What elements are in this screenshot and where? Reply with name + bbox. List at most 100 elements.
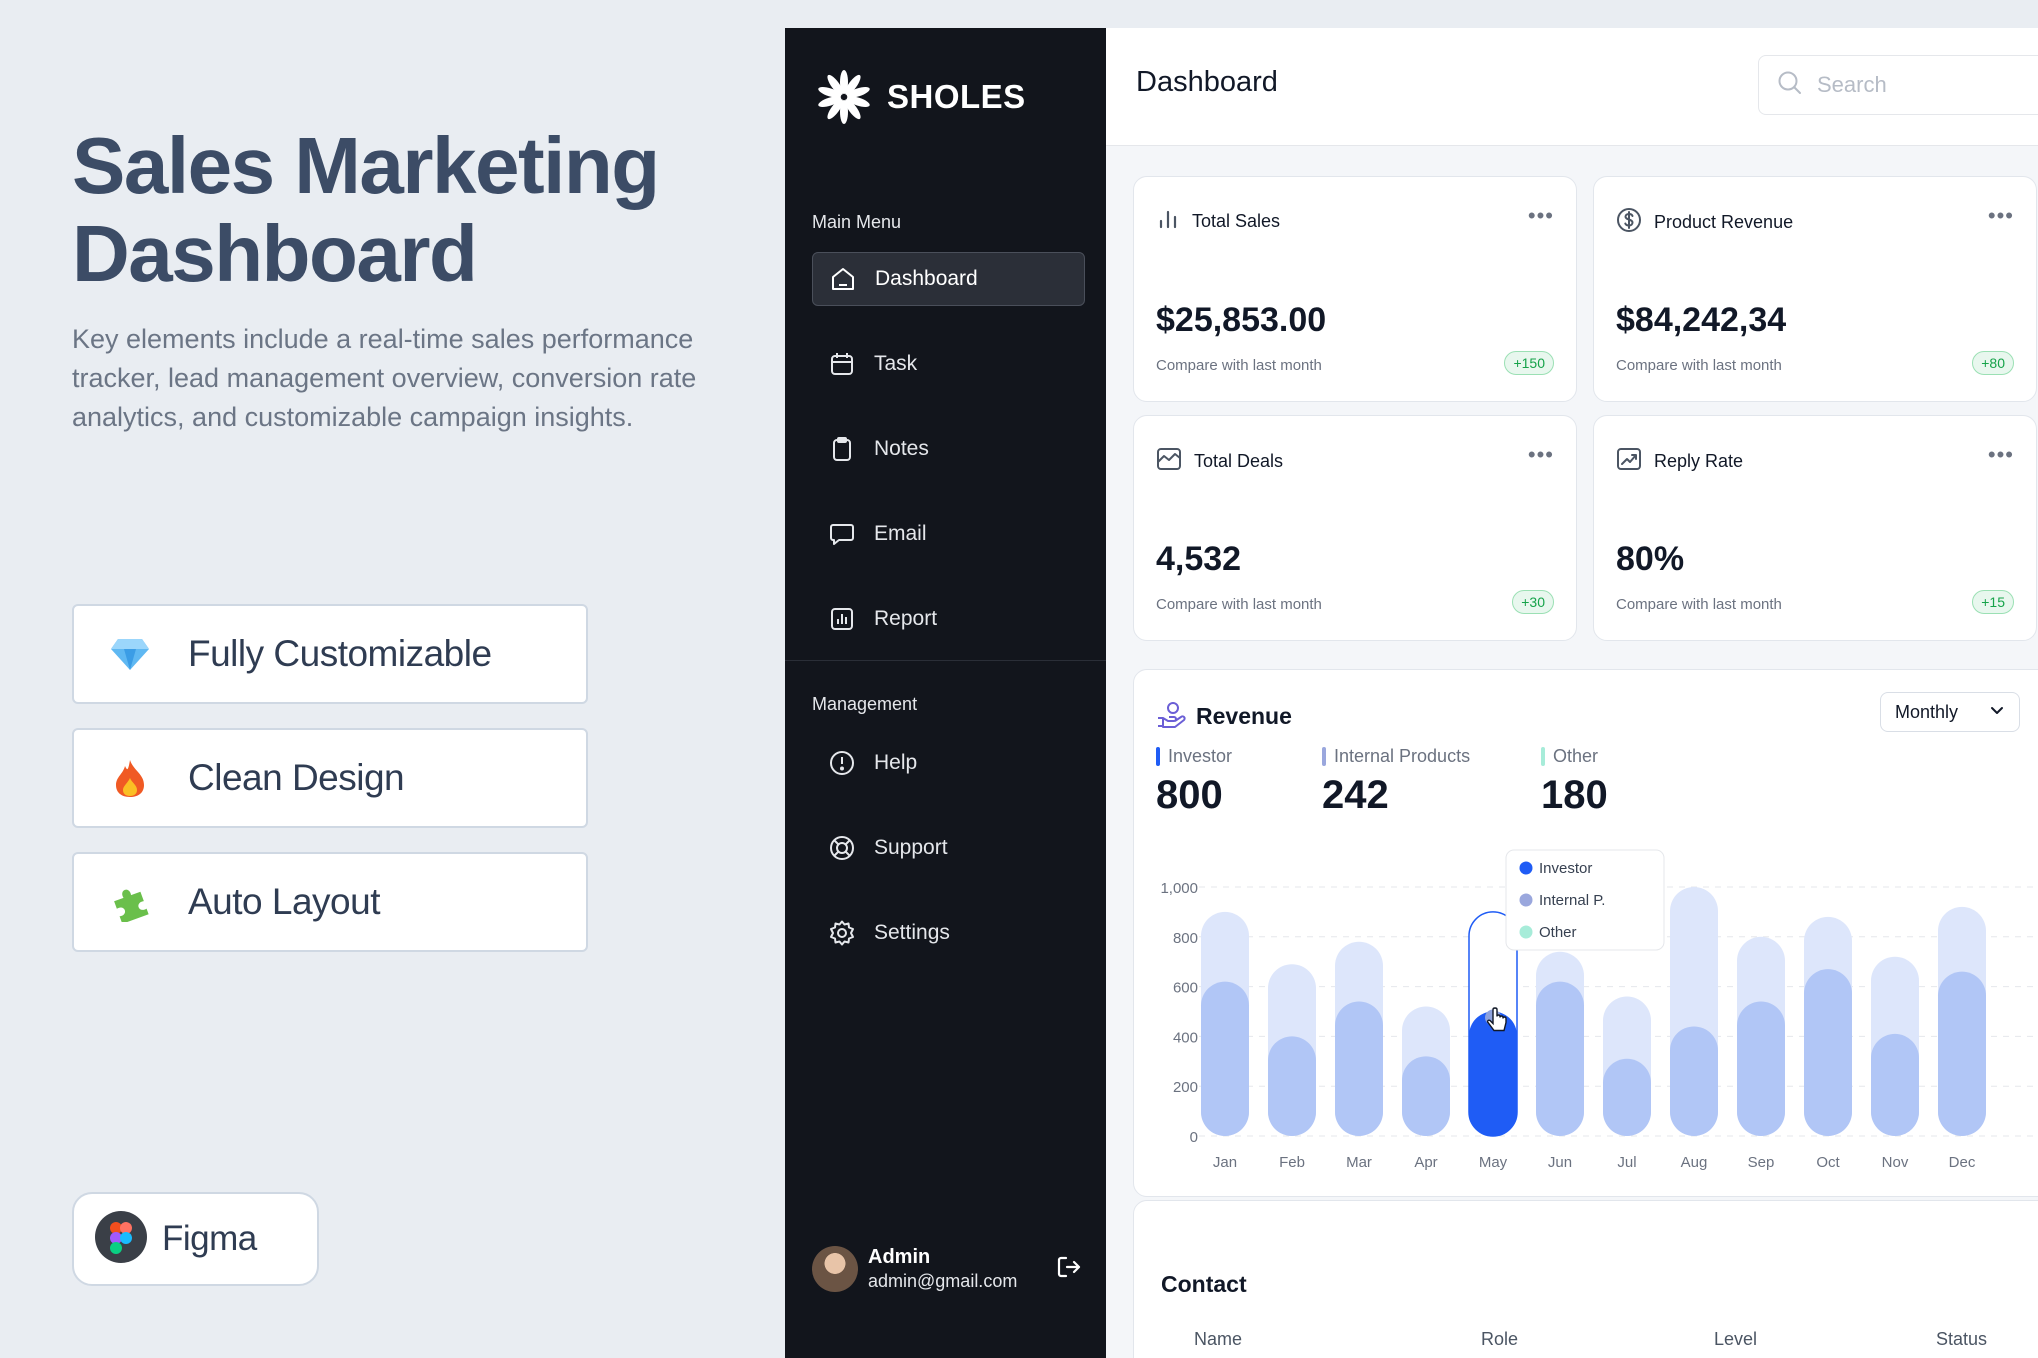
nav-item-report[interactable]: Report — [812, 592, 1085, 646]
nav-item-notes[interactable]: Notes — [812, 422, 1085, 476]
legend-value: 180 — [1541, 773, 1608, 817]
user-email: admin@gmail.com — [868, 1271, 1018, 1291]
tooltip-dot — [1519, 893, 1533, 907]
bar-inner-oct — [1804, 969, 1852, 1136]
nav-item-dashboard[interactable]: Dashboard — [812, 252, 1085, 306]
page-title: Dashboard — [1136, 66, 1278, 98]
stat-title: Reply Rate — [1654, 451, 1744, 471]
x-tick-label: Jun — [1548, 1154, 1572, 1171]
figma-label: Figma — [162, 1219, 257, 1258]
stat-badge: +30 — [1512, 590, 1554, 614]
bar-inner-jun — [1536, 981, 1584, 1136]
figma-logo — [94, 1210, 148, 1269]
user-profile[interactable]: Admin admin@gmail.com — [812, 1246, 1082, 1292]
more-icon[interactable]: ••• — [1527, 442, 1554, 467]
search-box[interactable] — [1758, 55, 2038, 115]
x-tick-label: Apr — [1414, 1154, 1437, 1171]
nav-item-support[interactable]: Support — [812, 821, 1085, 875]
x-tick-label: Jan — [1213, 1154, 1237, 1171]
stat-compare: Compare with last month — [1616, 357, 1782, 374]
bar-inner-jan — [1201, 981, 1249, 1136]
clipboard-icon — [828, 435, 856, 463]
promo-title-line1: Sales Marketing — [72, 121, 660, 210]
bar-chart-icon — [1156, 207, 1180, 236]
legend-investor: Investor 800 — [1156, 746, 1232, 818]
tooltip-item: Investor — [1539, 860, 1592, 877]
avatar — [812, 1246, 858, 1292]
x-tick-label: Aug — [1681, 1154, 1708, 1171]
promo-title-line2: Dashboard — [72, 209, 478, 298]
bar-inner-aug — [1670, 1026, 1718, 1136]
column-header-role[interactable]: Role — [1481, 1329, 1519, 1349]
search-input[interactable] — [1817, 72, 2017, 98]
nav-label: Settings — [874, 921, 950, 944]
stat-title: Total Deals — [1194, 451, 1284, 471]
stat-compare: Compare with last month — [1616, 596, 1782, 613]
y-tick-label: 800 — [1173, 930, 1198, 947]
more-icon[interactable]: ••• — [1987, 442, 2014, 467]
figma-badge: Figma — [72, 1192, 319, 1286]
legend-value: 242 — [1322, 773, 1389, 817]
stat-value: 4,532 — [1156, 540, 1242, 578]
fire-icon — [108, 756, 152, 800]
x-tick-label: Dec — [1949, 1154, 1976, 1171]
legend-value: 800 — [1156, 773, 1223, 817]
nav-label: Notes — [874, 437, 929, 460]
x-tick-label: May — [1479, 1154, 1508, 1171]
revenue-card: Revenue Monthly Investor 800 Internal Pr… — [1133, 669, 2038, 1197]
calendar-icon — [828, 350, 856, 378]
legend-other: Other 180 — [1541, 746, 1608, 818]
contact-card: Contact Name Role Level Status — [1133, 1200, 2038, 1358]
home-icon — [829, 265, 857, 293]
chat-icon — [828, 520, 856, 548]
stat-compare: Compare with last month — [1156, 357, 1322, 374]
feature-label: Fully Customizable — [188, 633, 492, 674]
hand-coin-icon — [1156, 700, 1186, 735]
stat-card-total-deals: Total Deals ••• 4,532 Compare with last … — [1133, 415, 1577, 641]
top-bar: Dashboard — [1106, 28, 2038, 146]
x-tick-label: Oct — [1816, 1154, 1840, 1171]
nav-item-help[interactable]: Help — [812, 736, 1085, 790]
brand[interactable]: SHOLES — [815, 68, 1026, 126]
nav-label: Task — [874, 352, 918, 375]
nav-item-email[interactable]: Email — [812, 507, 1085, 561]
tooltip-dot — [1519, 861, 1533, 875]
y-tick-label: 1,000 — [1160, 880, 1198, 897]
legend-name: Other — [1541, 746, 1608, 767]
puzzle-icon — [108, 880, 152, 924]
user-name: Admin — [868, 1246, 931, 1268]
y-tick-label: 400 — [1173, 1029, 1198, 1046]
promo-description: Key elements include a real-time sales p… — [72, 324, 697, 432]
stat-badge: +15 — [1972, 590, 2014, 614]
info-icon — [828, 749, 856, 777]
stat-value: $84,242,34 — [1616, 301, 1787, 339]
nav-label: Report — [874, 607, 938, 630]
nav-item-settings[interactable]: Settings — [812, 906, 1085, 960]
main-menu-label: Main Menu — [812, 212, 902, 232]
revenue-title: Revenue — [1196, 703, 1292, 729]
bar-inner-may — [1469, 1011, 1517, 1136]
promo-title: Sales Marketing Dashboard — [72, 121, 660, 298]
period-select[interactable]: Monthly — [1880, 692, 2020, 732]
feature-clean-design: Clean Design — [72, 728, 588, 828]
logout-icon[interactable] — [1056, 1254, 1082, 1285]
nav-item-task[interactable]: Task — [812, 337, 1085, 391]
more-icon[interactable]: ••• — [1527, 203, 1554, 228]
brand-name: SHOLES — [887, 78, 1026, 115]
tooltip-item: Other — [1539, 924, 1577, 941]
contact-title: Contact — [1161, 1271, 1247, 1297]
feature-label: Clean Design — [188, 757, 405, 798]
legend-internal-products: Internal Products 242 — [1322, 746, 1470, 818]
bar-inner-jul — [1603, 1058, 1651, 1136]
sidebar-divider — [785, 660, 1106, 661]
chart-tooltip — [1505, 849, 1665, 951]
column-header-name[interactable]: Name — [1194, 1329, 1243, 1349]
column-header-status[interactable]: Status — [1936, 1329, 1988, 1349]
bar-inner-mar — [1335, 1001, 1383, 1136]
revenue-bar-chart: 0 200 400 600 800 1,000 Jan Feb Mar Apr May Jun Jul A… — [1160, 849, 2038, 1171]
stat-title: Total Sales — [1192, 211, 1281, 231]
feature-label: Auto Layout — [188, 881, 380, 922]
more-icon[interactable]: ••• — [1987, 203, 2014, 228]
column-header-level[interactable]: Level — [1714, 1329, 1758, 1349]
y-tick-label: 0 — [1190, 1129, 1198, 1146]
